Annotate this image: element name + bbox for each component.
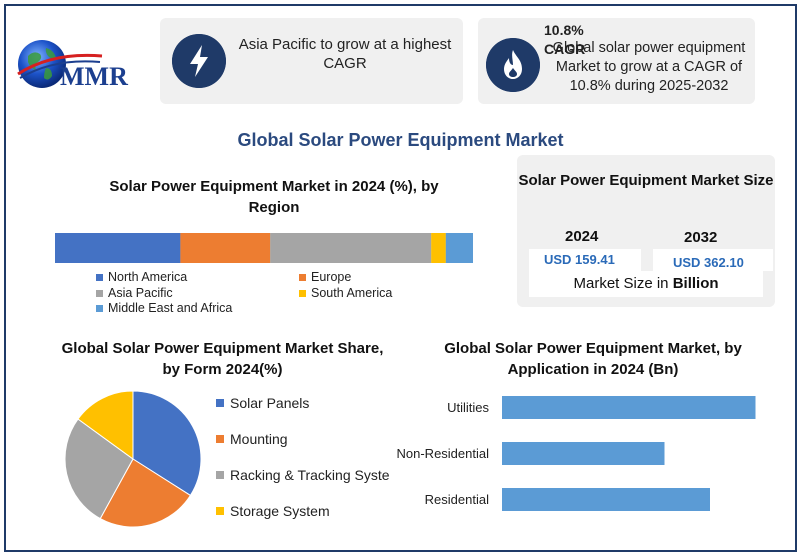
legend-swatch bbox=[299, 289, 306, 297]
legend-label: South America bbox=[311, 286, 393, 300]
legend-item-middle-east-and-africa: Middle East and Africa bbox=[96, 301, 232, 315]
region-segment-south-america bbox=[431, 233, 446, 263]
market-size-unit: Market Size in Billion bbox=[529, 271, 763, 297]
pie-legend-label: Storage System bbox=[230, 503, 330, 519]
unit-bold: Billion bbox=[672, 275, 719, 292]
pie-slice-storage-system bbox=[77, 390, 134, 460]
legend-swatch bbox=[96, 304, 103, 312]
year-2032-label: 2032 bbox=[684, 229, 718, 246]
pie-slice-mounting bbox=[99, 458, 192, 528]
region-stacked-bar-chart bbox=[55, 233, 473, 263]
application-chart-title: Global Solar Power Equipment Market, by … bbox=[444, 340, 742, 378]
app-category-label-residential: Residential bbox=[424, 492, 489, 507]
lightning-bolt-icon bbox=[172, 34, 226, 88]
legend-swatch bbox=[96, 289, 103, 297]
app-bar-utilities bbox=[502, 396, 756, 419]
logo-text: MMR bbox=[60, 62, 128, 91]
app-category-label-utilities: Utilities bbox=[447, 400, 489, 415]
highlight-card-cagr: 10.8% CAGR Global solar power equipment … bbox=[478, 18, 755, 104]
value-2032-box: USD 362.10 bbox=[653, 249, 773, 271]
pie-legend-item-storage-system: Storage System bbox=[216, 503, 330, 519]
legend-swatch bbox=[299, 273, 306, 281]
region-segment-europe bbox=[180, 233, 271, 263]
pie-legend-label: Solar Panels bbox=[230, 395, 310, 411]
pie-legend-item-mounting: Mounting bbox=[216, 431, 288, 447]
pie-legend-label: Racking & Tracking Syste bbox=[230, 467, 390, 483]
legend-swatch bbox=[96, 273, 103, 281]
app-category-label-non-residential: Non-Residential bbox=[396, 446, 490, 461]
region-segment-asia-pacific bbox=[270, 233, 432, 263]
flame-icon bbox=[486, 38, 540, 92]
pie-legend-item-solar-panels: Solar Panels bbox=[216, 395, 309, 411]
pie-legend-label: Mounting bbox=[230, 431, 288, 447]
legend-item-europe: Europe bbox=[299, 270, 351, 284]
region-segment-north-america bbox=[55, 233, 181, 263]
legend-label: Asia Pacific bbox=[108, 286, 173, 300]
region-segment-middle-east-and-africa bbox=[445, 233, 473, 263]
highlight-text: Asia Pacific to grow at a highest CAGR bbox=[238, 36, 452, 72]
value-2024: USD 159.41 bbox=[544, 252, 615, 267]
value-2024-box: USD 159.41 bbox=[529, 249, 641, 271]
region-chart-title: Solar Power Equipment Market in 2024 (%)… bbox=[109, 178, 439, 216]
pie-legend-item-racking-tracking-syste: Racking & Tracking Syste bbox=[216, 467, 390, 483]
year-2024-label: 2024 bbox=[565, 228, 599, 245]
legend-item-asia-pacific: Asia Pacific bbox=[96, 286, 173, 300]
value-2032: USD 362.10 bbox=[673, 255, 744, 270]
pie-legend-swatch bbox=[216, 399, 224, 407]
app-bar-non-residential bbox=[502, 442, 665, 465]
mmr-globe-logo-icon bbox=[17, 40, 103, 88]
highlight-card-asia-pacific: Asia Pacific to grow at a highest CAGR bbox=[160, 18, 463, 104]
pie-slice-racking-tracking-syste bbox=[64, 418, 134, 520]
form-chart-title: Global Solar Power Equipment Market Shar… bbox=[61, 340, 384, 378]
market-size-panel: Solar Power Equipment Market Size 2024 2… bbox=[517, 155, 775, 307]
legend-label: Middle East and Africa bbox=[108, 301, 233, 315]
legend-label: North America bbox=[108, 270, 188, 284]
legend-label: Europe bbox=[311, 270, 352, 284]
cagr-title: 10.8% CAGR bbox=[544, 22, 586, 57]
application-bar-chart bbox=[502, 396, 756, 511]
legend-item-south-america: South America bbox=[299, 286, 392, 300]
market-size-title: Solar Power Equipment Market Size bbox=[518, 172, 774, 189]
page-title: Global Solar Power Equipment Market bbox=[237, 130, 564, 150]
form-pie-chart bbox=[64, 390, 202, 528]
legend-item-north-america: North America bbox=[96, 270, 187, 284]
app-bar-residential bbox=[502, 488, 710, 511]
pie-legend-swatch bbox=[216, 435, 224, 443]
page-border bbox=[4, 4, 797, 552]
cagr-text: Global solar power equipment Market to g… bbox=[552, 40, 746, 94]
unit-prefix: Market Size in bbox=[573, 275, 673, 292]
pie-legend-swatch bbox=[216, 507, 224, 515]
pie-legend-swatch bbox=[216, 471, 224, 479]
